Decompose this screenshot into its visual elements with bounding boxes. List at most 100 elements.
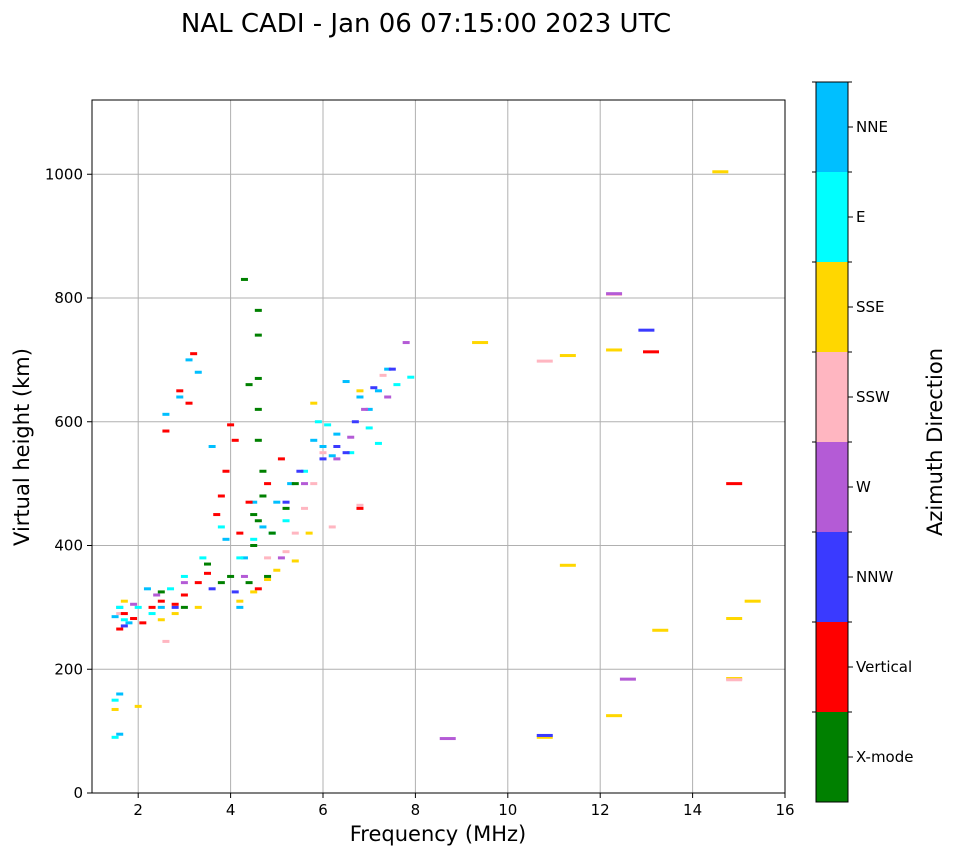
data-point	[139, 621, 147, 625]
data-point	[111, 698, 119, 702]
y-axis-label: Virtual height (km)	[10, 348, 34, 546]
colorbar-swatch	[816, 262, 848, 352]
data-point	[314, 420, 322, 424]
data-point	[130, 602, 138, 606]
data-point	[180, 574, 188, 578]
data-point	[273, 568, 281, 572]
data-point	[384, 395, 392, 399]
colorbar-swatch	[816, 712, 848, 802]
data-point	[227, 423, 235, 427]
data-point	[171, 612, 179, 616]
data-point	[606, 292, 623, 296]
data-point	[134, 704, 142, 708]
data-point	[180, 593, 188, 597]
data-point	[254, 407, 262, 411]
data-point	[384, 367, 392, 371]
data-point	[356, 395, 364, 399]
colorbar-tick-label: X-mode	[856, 748, 913, 766]
data-marks	[111, 170, 761, 741]
data-point	[356, 506, 364, 510]
data-point	[370, 386, 378, 390]
data-point	[264, 574, 272, 578]
data-point	[231, 438, 239, 442]
data-point	[194, 581, 202, 585]
data-point	[291, 482, 299, 486]
data-point	[638, 328, 655, 332]
data-point	[393, 383, 401, 387]
data-point	[301, 469, 309, 473]
data-point	[282, 506, 290, 510]
data-point	[264, 482, 272, 486]
data-point	[333, 432, 341, 436]
data-point	[116, 732, 124, 736]
data-point	[259, 525, 267, 529]
data-point	[185, 401, 193, 405]
data-point	[356, 503, 364, 507]
data-point	[282, 550, 290, 554]
x-tick-label: 14	[683, 801, 702, 819]
data-point	[606, 348, 623, 352]
colorbar-swatch	[816, 442, 848, 532]
data-point	[259, 494, 267, 498]
data-point	[236, 556, 244, 560]
data-point	[116, 692, 124, 696]
data-point	[402, 341, 410, 345]
data-point	[217, 525, 225, 529]
colorbar-tick-label: SSE	[856, 298, 885, 316]
data-point	[296, 469, 304, 473]
data-point	[240, 574, 248, 578]
data-point	[217, 581, 225, 585]
colorbar-tick-label: E	[856, 208, 865, 226]
data-point	[217, 494, 225, 498]
x-tick-label: 8	[411, 801, 421, 819]
y-tick-label: 600	[54, 413, 83, 431]
data-point	[194, 370, 202, 374]
grid-lines	[92, 100, 785, 793]
data-point	[365, 407, 373, 411]
data-point	[268, 531, 276, 535]
data-point	[176, 395, 184, 399]
data-point	[301, 482, 309, 486]
data-point	[157, 618, 165, 622]
x-tick-label: 12	[591, 801, 610, 819]
data-point	[254, 333, 262, 337]
data-point	[250, 544, 258, 547]
data-point	[536, 359, 553, 363]
data-point	[301, 506, 309, 510]
y-tick-label: 0	[73, 784, 83, 802]
data-point	[204, 571, 211, 575]
data-point	[619, 677, 636, 681]
data-point	[273, 500, 281, 504]
data-point	[171, 605, 179, 609]
data-point	[361, 407, 369, 411]
data-point	[319, 457, 327, 461]
data-point	[379, 373, 387, 377]
data-point	[116, 605, 124, 609]
data-point	[130, 617, 138, 621]
data-point	[120, 618, 128, 622]
data-point	[134, 605, 142, 609]
data-point	[291, 531, 299, 535]
data-point	[365, 426, 373, 430]
data-point	[374, 441, 382, 445]
data-point	[250, 590, 258, 594]
x-tick-label: 10	[498, 801, 517, 819]
data-point	[328, 454, 336, 458]
data-point	[148, 605, 156, 609]
data-point	[199, 556, 207, 560]
data-point	[185, 358, 193, 362]
data-point	[536, 735, 553, 739]
y-tick-label: 400	[54, 537, 83, 555]
data-point	[176, 389, 184, 393]
data-point	[125, 621, 133, 625]
data-point	[310, 482, 318, 486]
data-point	[342, 380, 350, 384]
colorbar-swatch	[816, 622, 848, 712]
data-point	[236, 605, 244, 609]
series-vertical	[116, 350, 743, 631]
data-point	[310, 438, 318, 442]
data-point	[264, 578, 272, 582]
plot-frame	[91, 99, 786, 794]
colorbar-swatch	[816, 82, 848, 172]
